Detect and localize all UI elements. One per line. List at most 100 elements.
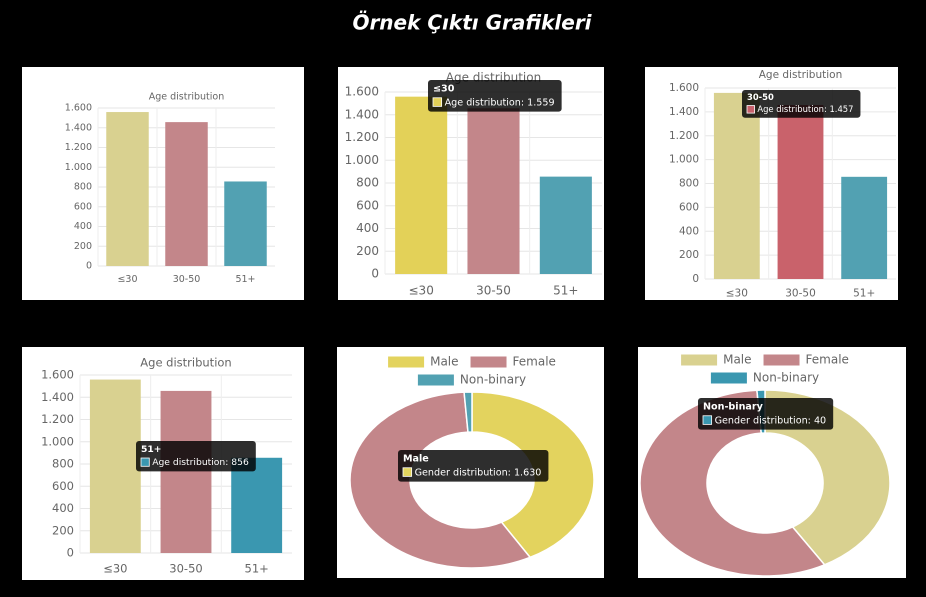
slice: [463, 391, 473, 433]
y-tick-label: 1.600: [41, 368, 74, 382]
y-tick-label: 1.000: [669, 154, 699, 166]
legend-label: Male: [723, 353, 751, 367]
x-tick-label: ≤30: [103, 562, 127, 576]
y-tick-label: 0: [692, 273, 699, 285]
legend-swatch: [681, 354, 718, 366]
chart-title: Age distribution: [140, 356, 231, 370]
y-tick-label: 400: [74, 221, 92, 232]
bar: [224, 181, 267, 266]
legend-row: Non-binary: [417, 373, 526, 387]
bar: [841, 176, 888, 279]
x-tick-label: 51+: [235, 274, 255, 285]
tooltip-label: Gender distribution: 40: [715, 416, 827, 427]
tooltip-title: ≤30: [433, 84, 455, 95]
tooltip-box: [428, 80, 562, 112]
tooltip-title: Male: [403, 454, 429, 465]
y-tick-label: 800: [74, 182, 92, 193]
y-tick-label: 0: [86, 261, 92, 272]
y-tick-label: 1.600: [65, 103, 92, 114]
tooltip-box: [398, 450, 549, 482]
x-tick-label: 30-50: [169, 562, 202, 576]
tooltip-swatch: [140, 457, 150, 467]
y-tick-label: 1.400: [41, 390, 74, 404]
y-tick-label: 200: [679, 249, 699, 261]
x-tick-label: 51+: [553, 283, 578, 297]
bar: [539, 176, 592, 274]
x-tick-label: ≤30: [409, 283, 434, 297]
y-tick-label: 1.200: [345, 130, 379, 144]
tooltip: Male Gender distribution: 1.630: [398, 450, 549, 482]
y-tick-label: 400: [356, 221, 379, 235]
tooltip-swatch: [702, 415, 713, 425]
tooltip-swatch: [432, 97, 443, 107]
y-tick-label: 600: [74, 201, 92, 212]
bar: [467, 108, 520, 274]
tooltip: 51+ Age distribution: 856: [136, 441, 256, 472]
legend-label: Male: [430, 355, 458, 369]
bar: [713, 92, 760, 279]
tooltip-title: Non-binary: [703, 402, 764, 413]
legend-label: Non-binary: [460, 373, 526, 387]
tooltip-box: [698, 398, 834, 430]
y-tick-label: 200: [74, 241, 92, 252]
y-tick-label: 1.000: [41, 434, 74, 448]
y-tick-label: 200: [52, 523, 74, 537]
chart-title: Age distribution: [759, 69, 842, 81]
tooltip: ≤30 Age distribution: 1.559: [428, 80, 562, 112]
legend-row: Male Female: [681, 353, 849, 367]
tooltip-swatch: [746, 105, 755, 114]
y-tick-label: 600: [356, 198, 379, 212]
bar: [231, 457, 283, 553]
y-tick-label: 1.600: [669, 82, 699, 94]
x-tick-label: ≤30: [726, 288, 748, 300]
bar: [89, 379, 141, 553]
tooltip-label: Age distribution: 1.559: [445, 98, 555, 109]
y-tick-label: 400: [52, 501, 74, 515]
x-tick-label: 51+: [853, 288, 875, 300]
legend-swatch: [470, 356, 507, 368]
y-tick-label: 1.000: [65, 162, 92, 173]
y-tick-label: 800: [356, 176, 379, 190]
legend-label: Female: [806, 353, 849, 367]
bar: [106, 112, 149, 266]
tooltip-label: Age distribution: 1.457: [757, 104, 853, 114]
tooltip-label: Age distribution: 856: [152, 457, 249, 468]
bar: [395, 96, 448, 274]
tooltip-title: 51+: [141, 444, 161, 455]
x-tick-label: ≤30: [117, 274, 137, 285]
tooltip-box: [742, 90, 861, 118]
legend-row: Non-binary: [710, 371, 819, 385]
y-tick-label: 1.400: [65, 122, 92, 133]
y-tick-label: 600: [52, 479, 74, 493]
y-tick-label: 800: [679, 178, 699, 190]
tooltip: Non-binary Gender distribution: 40: [698, 398, 834, 430]
y-tick-label: 400: [679, 225, 699, 237]
y-tick-label: 1.200: [669, 130, 699, 142]
y-tick-label: 0: [67, 546, 74, 560]
legend-label: Non-binary: [753, 371, 819, 385]
y-tick-label: 1.400: [669, 106, 699, 118]
y-tick-label: 600: [679, 201, 699, 213]
tooltip: 30-50 Age distribution: 1.457: [742, 90, 861, 118]
legend-swatch: [388, 356, 425, 368]
y-tick-label: 1.000: [345, 153, 379, 167]
tooltip-label: Gender distribution: 1.630: [415, 468, 542, 479]
y-tick-label: 200: [356, 244, 379, 258]
y-tick-label: 1.600: [345, 85, 379, 99]
y-tick-label: 1.400: [345, 107, 379, 121]
legend-swatch: [417, 374, 454, 386]
x-tick-label: 51+: [245, 562, 269, 576]
bar: [165, 122, 208, 266]
bar: [160, 390, 212, 553]
y-tick-label: 1.200: [41, 412, 74, 426]
y-tick-label: 0: [371, 267, 379, 281]
tooltip-box: [136, 441, 256, 472]
y-tick-label: 1.200: [65, 142, 92, 153]
y-tick-label: 800: [52, 457, 74, 471]
slice: [349, 391, 532, 569]
slice: [764, 389, 891, 566]
legend-swatch: [710, 372, 747, 384]
page-title: Örnek Çıktı Grafikleri: [352, 11, 592, 35]
legend-row: Male Female: [388, 355, 556, 369]
